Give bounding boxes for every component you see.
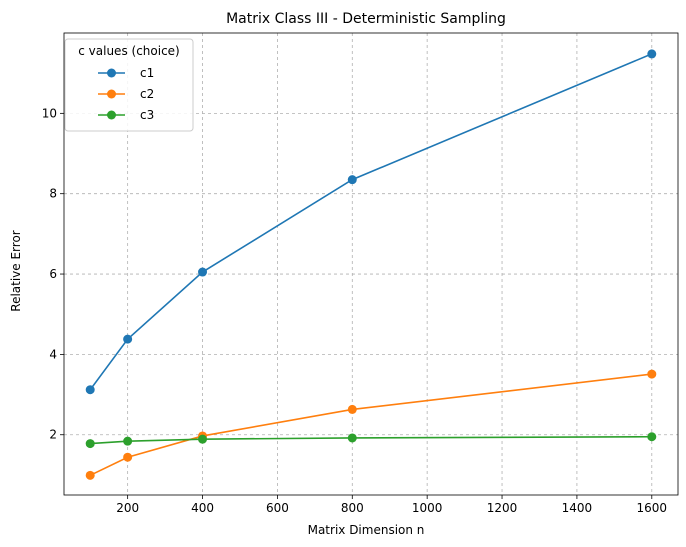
series-c2: [85, 369, 657, 480]
x-tick-label: 1400: [562, 501, 593, 515]
legend-label: c3: [140, 108, 154, 122]
chart-title: Matrix Class III - Deterministic Samplin…: [226, 11, 506, 27]
x-axis-label: Matrix Dimension n: [308, 523, 425, 537]
y-tick-label: 10: [42, 106, 57, 120]
legend-marker: [107, 89, 116, 99]
data-point-c3: [347, 433, 357, 443]
data-point-c3: [85, 439, 95, 449]
x-tick-label: 1000: [412, 501, 443, 515]
data-point-c1: [198, 267, 208, 277]
data-point-c2: [85, 470, 95, 480]
data-point-c2: [347, 404, 357, 414]
legend-marker: [107, 68, 116, 78]
data-point-c1: [85, 385, 95, 395]
legend-label: c1: [140, 66, 154, 80]
series-line-c3: [90, 435, 652, 445]
y-tick-label: 6: [49, 267, 57, 281]
data-point-c1: [123, 334, 133, 344]
legend-item-c3: c3: [98, 108, 154, 122]
y-tick-label: 2: [49, 428, 57, 442]
grid: [64, 33, 678, 495]
data-point-c1: [647, 49, 657, 59]
series-c3: [85, 432, 657, 449]
axes: 200 400 600 800 1000 1200 1400 1600 2 4 6 8 10: [42, 32, 679, 515]
legend: c values (choice) c1 c2 c3: [64, 38, 194, 132]
x-tick-label: 1600: [637, 501, 668, 515]
legend-box: [64, 38, 194, 132]
x-tick-label: 1200: [487, 501, 518, 515]
x-tick-label: 200: [116, 501, 139, 515]
y-tick-label: 8: [49, 187, 57, 201]
y-axis-label: Relative Error: [9, 230, 23, 312]
plot-frame: [63, 32, 679, 496]
series-layer: [85, 49, 657, 480]
data-point-c3: [123, 436, 133, 446]
legend-label: c2: [140, 87, 154, 101]
legend-item-c1: c1: [98, 66, 154, 80]
data-point-c3: [198, 434, 208, 444]
x-tick-label: 600: [266, 501, 289, 515]
legend-marker: [107, 110, 116, 120]
data-point-c3: [647, 432, 657, 442]
x-tick-label: 800: [341, 501, 364, 515]
legend-item-c2: c2: [98, 87, 154, 101]
legend-title: c values (choice): [78, 44, 179, 58]
data-point-c2: [647, 369, 657, 379]
series-c1: [85, 49, 657, 395]
series-line-c2: [89, 373, 652, 477]
x-tick-label: 400: [191, 501, 214, 515]
data-point-c1: [347, 175, 357, 185]
y-tick-label: 4: [49, 347, 57, 361]
data-point-c2: [123, 452, 133, 462]
